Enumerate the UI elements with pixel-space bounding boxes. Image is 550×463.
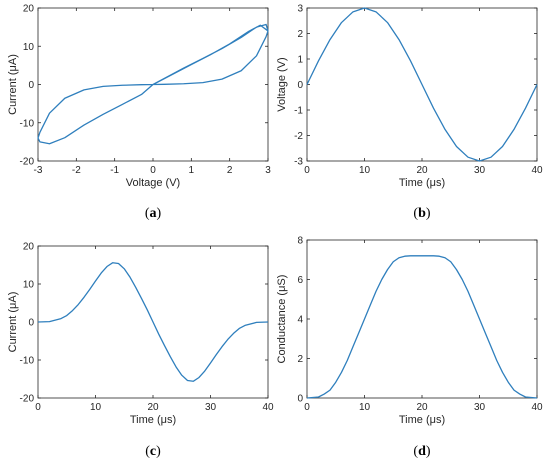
x-tick-label: 20 <box>147 402 159 413</box>
y-axis-label: Conductance (μS) <box>276 275 288 364</box>
x-tick-label: 20 <box>416 165 428 176</box>
x-tick-label: 0 <box>35 402 41 413</box>
x-tick-label: 30 <box>474 402 486 413</box>
y-tick-label: -20 <box>20 394 35 405</box>
y-tick-label: -10 <box>20 118 35 129</box>
x-tick-label: 40 <box>531 165 543 176</box>
y-tick-label: -2 <box>294 131 303 142</box>
x-tick-label: 2 <box>227 165 233 176</box>
y-tick-label: -3 <box>294 157 303 168</box>
y-tick-label: 2 <box>297 29 303 40</box>
x-tick-label: 0 <box>150 165 156 176</box>
y-axis-label: Voltage (V) <box>276 57 288 111</box>
series-line-a-0 <box>37 23 269 145</box>
x-tick-label: 1 <box>189 165 195 176</box>
x-tick-label: 10 <box>359 165 371 176</box>
panel-label-d: (d) <box>413 444 430 459</box>
panel-label-b: (b) <box>413 206 430 221</box>
panel-letter: b <box>418 206 426 221</box>
x-tick-label: 30 <box>205 402 217 413</box>
y-tick-label: 8 <box>297 236 303 247</box>
y-tick-label: 0 <box>297 80 303 91</box>
y-tick-label: 1 <box>297 55 303 66</box>
y-tick-label: 0 <box>28 318 34 329</box>
axes-frame-d <box>306 239 538 399</box>
panel-b: 0 10 20 30 40 -3 -2 -1 0 1 2 3 Time (μs) Voltage (V) (… <box>276 4 543 222</box>
panel-d: 0 10 20 30 40 0 2 4 6 8 Time (μs) Conductance (μS) (… <box>276 236 543 460</box>
x-axis-label: Time (μs) <box>399 414 445 426</box>
series-line-b-0 <box>306 7 538 162</box>
y-tick-label: 4 <box>297 315 303 326</box>
x-tick-label: -3 <box>34 165 43 176</box>
x-tick-label: -1 <box>110 165 119 176</box>
y-tick-label: -1 <box>294 106 303 117</box>
panel-label-a: (a) <box>145 206 162 221</box>
x-tick-label: -2 <box>72 165 81 176</box>
y-tick-label: -10 <box>20 356 35 367</box>
x-tick-label: 0 <box>304 165 310 176</box>
series-line-d-0 <box>306 255 538 399</box>
x-tick-label: 0 <box>304 402 310 413</box>
x-tick-label: 30 <box>474 165 486 176</box>
y-tick-label: 20 <box>23 4 35 15</box>
x-axis-label: Time (μs) <box>399 177 445 189</box>
y-tick-label: -20 <box>20 157 35 168</box>
x-tick-label: 10 <box>90 402 102 413</box>
panel-label-c: (c) <box>145 444 161 459</box>
x-tick-label: 10 <box>359 402 371 413</box>
x-axis-label: Voltage (V) <box>126 177 180 189</box>
y-tick-label: 20 <box>23 242 35 253</box>
panel-letter: c <box>150 444 156 459</box>
x-tick-label: 20 <box>416 402 428 413</box>
x-tick-label: 40 <box>531 402 543 413</box>
series-line-c-0 <box>37 262 269 382</box>
x-tick-label: 40 <box>262 402 274 413</box>
y-tick-label: 10 <box>23 42 35 53</box>
y-tick-label: 2 <box>297 354 303 365</box>
panel-letter: d <box>418 444 426 459</box>
y-axis-label: Current (μA) <box>7 54 19 115</box>
y-tick-label: 3 <box>297 4 303 15</box>
y-tick-label: 0 <box>297 394 303 405</box>
x-tick-label: 3 <box>265 165 271 176</box>
panel-letter: a <box>150 206 157 221</box>
y-tick-label: 10 <box>23 280 35 291</box>
y-tick-label: 6 <box>297 275 303 286</box>
y-tick-label: 0 <box>28 80 34 91</box>
y-axis-label: Current (μA) <box>7 292 19 353</box>
x-axis-label: Time (μs) <box>130 414 176 426</box>
